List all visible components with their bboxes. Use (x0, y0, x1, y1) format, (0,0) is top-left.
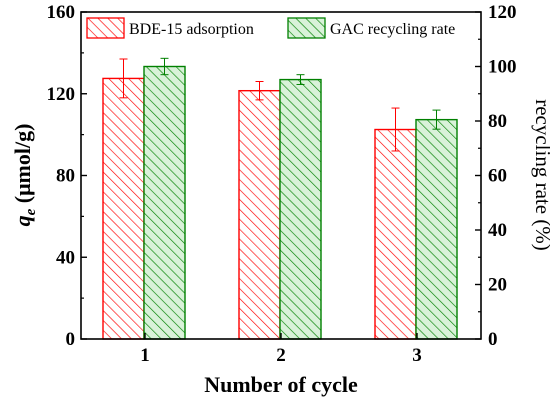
left-y-axis: 0 40 80 120 160 (47, 2, 87, 350)
error-bars (119, 57, 441, 152)
bars (102, 65, 458, 340)
y-tick-label-left: 0 (66, 329, 76, 350)
y-tick-label-right: 60 (488, 166, 507, 187)
right-y-axis: 0 20 40 60 80 100 120 (475, 2, 517, 350)
y-tick-label-right: 20 (488, 275, 507, 296)
bar-series0-cat3 (374, 128, 417, 340)
y-label-units: (μmol/g) (10, 124, 35, 209)
x-tick-label: 1 (140, 345, 150, 366)
y-tick-label-right: 0 (488, 329, 498, 350)
y-tick-label-left: 80 (56, 166, 75, 187)
legend-swatch-bde15 (86, 17, 125, 39)
y-tick-label-right: 40 (488, 220, 507, 241)
bar-series1-cat2 (279, 78, 322, 340)
legend-swatch-gac (287, 17, 326, 39)
y-tick-label-left: 40 (56, 247, 75, 268)
y-tick-label-right: 80 (488, 111, 507, 132)
bar-series1-cat3 (415, 118, 458, 340)
legend: BDE-15 adsorption GAC recycling rate (86, 17, 455, 39)
y-label-subscript: e (23, 208, 39, 215)
y-axis-label-right: recycling rate (%) (531, 99, 550, 251)
x-axis: 1 2 3 (140, 333, 422, 366)
y-tick-label-left: 160 (47, 2, 76, 23)
x-tick-label: 3 (412, 345, 422, 366)
x-tick-label: 2 (276, 345, 286, 366)
legend-label-bde15: BDE-15 adsorption (129, 21, 254, 38)
x-axis-label: Number of cycle (204, 372, 358, 397)
y-tick-label-right: 120 (488, 2, 517, 23)
legend-label-gac: GAC recycling rate (330, 21, 455, 38)
y-tick-label-left: 120 (47, 84, 76, 105)
y-label-base: q (10, 215, 35, 226)
bar-series0-cat2 (238, 89, 281, 340)
bar-series0-cat1 (102, 77, 145, 340)
y-axis-label-left: qe (μmol/g) (10, 124, 39, 227)
bar-series1-cat1 (143, 65, 186, 340)
y-tick-label-right: 100 (488, 57, 517, 78)
